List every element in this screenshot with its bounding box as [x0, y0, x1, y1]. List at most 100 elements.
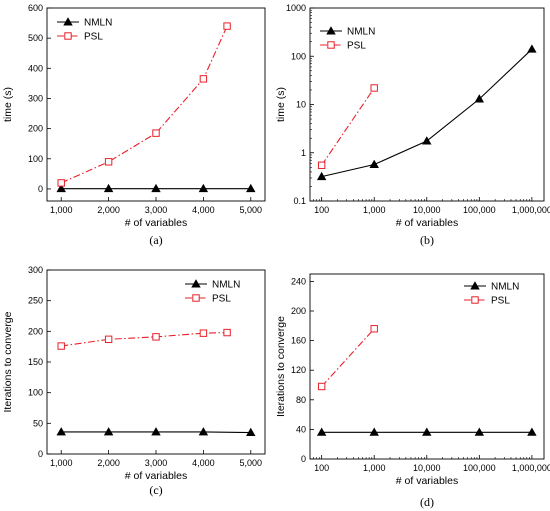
legend-label: PSL: [491, 296, 510, 307]
legend-label: NMLN: [84, 18, 112, 29]
y-axis-label: time (s): [2, 87, 14, 122]
series-psl: [57, 22, 231, 187]
legend-marker: [326, 26, 336, 35]
data-point: [316, 427, 327, 436]
x-tick-label: 5,000: [240, 205, 263, 215]
y-tick-label: 0.1: [293, 196, 306, 206]
y-tick-label: 250: [28, 296, 43, 306]
y-tick-label: 120: [291, 365, 306, 375]
legend-label: PSL: [212, 294, 231, 305]
data-point: [370, 84, 378, 92]
series-line: [321, 48, 533, 178]
legend-marker: [471, 296, 479, 304]
x-tick-label: 1,000,000: [512, 463, 550, 473]
legend-label: PSL: [347, 41, 366, 52]
data-point: [316, 171, 327, 181]
panel-caption: (c): [149, 483, 162, 497]
y-tick-label: 500: [28, 33, 43, 43]
y-tick-label: 160: [291, 336, 306, 346]
series-nmln: [56, 183, 256, 193]
data-point: [369, 159, 379, 168]
legend-label: PSL: [84, 32, 103, 43]
x-tick-label: 10,000: [413, 463, 441, 473]
legend: NMLN PSL: [57, 17, 112, 43]
data-point: [370, 325, 378, 333]
data-point: [474, 94, 485, 103]
x-tick-label: 10,000: [413, 205, 441, 215]
x-tick-label: 1,000,000: [512, 205, 550, 215]
y-tick-label: 200: [291, 306, 306, 316]
data-point: [104, 335, 113, 344]
data-point: [103, 427, 114, 436]
data-point: [317, 382, 326, 391]
data-point: [198, 183, 209, 193]
y-tick-label: 600: [28, 3, 43, 13]
y-tick-label: 1000: [286, 3, 306, 13]
series-line: [321, 87, 375, 166]
y-axis-label: time (s): [275, 87, 287, 122]
data-point: [246, 183, 256, 193]
plot-frame: [46, 7, 266, 202]
chart-panel-b: 100 1,000 10,000 100,000 1,000,000 0.1 1 10 100 1…: [275, 3, 550, 247]
plot-frame: [46, 269, 266, 455]
legend-marker: [63, 17, 73, 26]
x-tick-label: 100,000: [463, 463, 496, 473]
panel-caption: (b): [420, 233, 434, 247]
data-point: [151, 183, 161, 193]
data-point: [57, 179, 65, 187]
x-tick-label: 2,000: [97, 458, 120, 468]
data-point: [199, 329, 208, 337]
x-tick-label: 3,000: [145, 205, 168, 215]
y-tick-label: 1: [301, 148, 306, 158]
data-point: [223, 328, 231, 337]
y-tick-label: 300: [28, 93, 43, 103]
x-axis-label: # of variables: [396, 217, 458, 229]
y-tick-label: 100: [28, 388, 43, 398]
data-point: [223, 22, 231, 30]
data-point: [56, 183, 66, 193]
data-point: [369, 427, 379, 436]
x-tick-label: 2,000: [97, 205, 120, 215]
plot-frame: [309, 7, 545, 202]
series-line: [60, 25, 228, 184]
legend: NMLN PSL: [464, 281, 519, 307]
y-tick-label: 300: [28, 265, 43, 275]
chart-panel-d: 100 1,000 10,000 100,000 1,000,000 0 40 80 120 16…: [275, 273, 550, 509]
legend-label: NMLN: [212, 280, 240, 291]
legend-marker: [191, 279, 201, 288]
x-tick-label: 1,000: [363, 463, 386, 473]
data-point: [527, 427, 537, 436]
chart-panel-c: 1,000 2,000 3,000 4,000 5,000 0 50 100 150 200 250…: [2, 265, 266, 497]
legend-marker: [470, 281, 480, 290]
y-tick-label: 80: [296, 395, 306, 405]
data-point: [422, 427, 432, 436]
y-tick-label: 400: [28, 63, 43, 73]
panel-caption: (a): [149, 233, 162, 247]
legend-label: NMLN: [491, 282, 519, 293]
legend-label: NMLN: [347, 27, 375, 38]
y-tick-label: 40: [296, 424, 306, 434]
x-tick-label: 5,000: [240, 458, 263, 468]
series-nmln: [316, 44, 537, 181]
x-tick-label: 4,000: [192, 458, 215, 468]
series-nmln: [56, 427, 256, 436]
data-point: [152, 129, 160, 137]
y-tick-label: 0: [38, 184, 43, 194]
legend: NMLN PSL: [185, 279, 240, 305]
data-point: [422, 136, 432, 145]
y-tick-label: 0: [38, 449, 43, 459]
y-tick-label: 150: [28, 357, 43, 367]
data-point: [151, 427, 161, 436]
y-tick-label: 50: [33, 418, 43, 428]
data-point: [57, 342, 65, 350]
y-tick-label: 240: [291, 276, 306, 286]
data-point: [199, 75, 208, 83]
series-nmln: [316, 427, 537, 436]
legend-marker: [64, 32, 72, 40]
chart-panel-a: 1,000 2,000 3,000 4,000 5,000 0 100 200 300 400 50…: [2, 3, 266, 247]
x-tick-label: 4,000: [192, 205, 215, 215]
x-tick-label: 100: [314, 463, 329, 473]
data-point: [198, 427, 209, 436]
legend-marker: [327, 41, 335, 49]
